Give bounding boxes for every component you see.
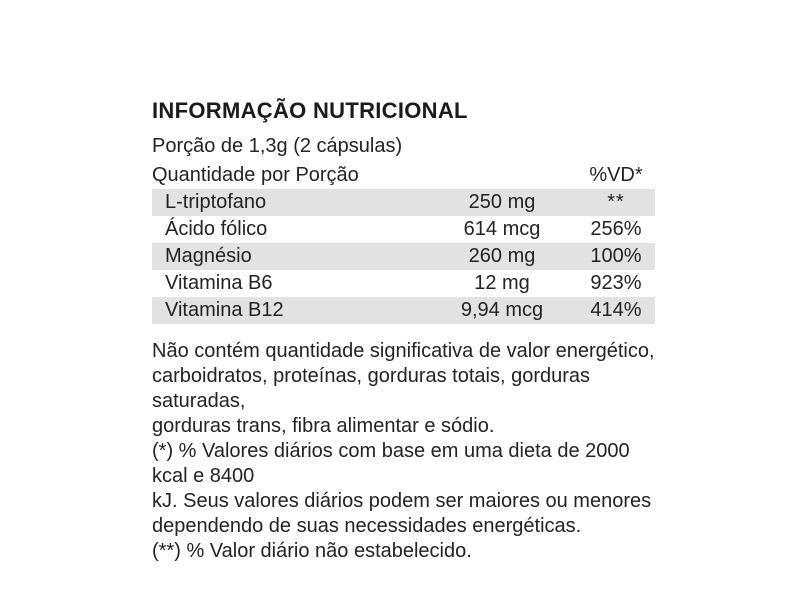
table-row: Ácido fólico 614 mcg 256% <box>152 216 655 243</box>
footnotes: Não contém quantidade significativa de v… <box>152 339 655 564</box>
quantity-per-serving-label: Quantidade por Porção <box>152 164 359 186</box>
nutrient-name: Vitamina B12 <box>165 299 284 321</box>
nutrient-table: L-triptofano 250 mg ** Ácido fólico 614 … <box>152 189 655 324</box>
nutrient-dv: 923% <box>590 272 642 294</box>
page-title: INFORMAÇÃO NUTRICIONAL <box>152 98 468 123</box>
nutrient-dv: 100% <box>590 245 642 267</box>
footnote-line: kJ. Seus valores diários podem ser maior… <box>152 490 652 512</box>
nutrient-name: Vitamina B6 <box>165 272 273 294</box>
footnote-line: (*) % Valores diários com base em uma di… <box>152 440 630 487</box>
table-row: Vitamina B6 12 mg 923% <box>152 270 655 297</box>
serving-size: Porção de 1,3g (2 cápsulas) <box>152 135 403 157</box>
table-row: Vitamina B12 9,94 mcg 414% <box>152 297 655 324</box>
nutrient-amount: 9,94 mcg <box>460 299 544 321</box>
nutrient-amount: 250 mg <box>468 191 536 213</box>
nutrient-amount: 614 mcg <box>463 218 541 240</box>
daily-value-header: %VD* <box>589 164 643 186</box>
nutrient-amount: 260 mg <box>468 245 536 267</box>
footnote-line: Não contém quantidade significativa de v… <box>152 340 655 362</box>
nutrient-name: Ácido fólico <box>165 218 268 240</box>
nutrient-dv: ** <box>607 191 625 213</box>
footnote-line: dependendo de suas necessidades energéti… <box>152 515 582 537</box>
table-row: Magnésio 260 mg 100% <box>152 243 655 270</box>
footnote-line: (**) % Valor diário não estabelecido. <box>152 540 472 562</box>
footnote-line: gorduras trans, fibra alimentar e sódio. <box>152 415 495 437</box>
footnote-line: carboidratos, proteínas, gorduras totais… <box>152 365 591 412</box>
nutrient-name: L-triptofano <box>165 191 267 213</box>
nutrient-dv: 256% <box>590 218 642 240</box>
nutrient-amount: 12 mg <box>474 272 530 294</box>
table-row: L-triptofano 250 mg ** <box>152 189 655 216</box>
table-header-row: Quantidade por Porção %VD* <box>152 162 655 189</box>
nutrient-name: Magnésio <box>165 245 252 267</box>
nutrition-label: INFORMAÇÃO NUTRICIONAL Porção de 1,3g (2… <box>152 98 655 564</box>
nutrient-dv: 414% <box>590 299 642 321</box>
